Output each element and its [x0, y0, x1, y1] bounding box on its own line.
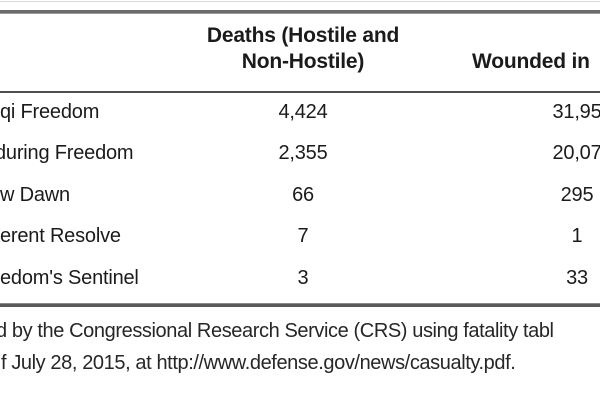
- deaths-value: 4,424: [278, 101, 328, 123]
- row-label: edom's Sentinel: [0, 267, 139, 289]
- deaths-value: 2,355: [278, 142, 328, 164]
- table-row: qi Freedom 4,424 31,95: [0, 100, 600, 124]
- header-separator-rule: [0, 91, 600, 93]
- table-row: erent Resolve 7 1: [0, 224, 600, 248]
- table-row: edom's Sentinel 3 33: [0, 266, 600, 290]
- deaths-value: 66: [292, 184, 314, 206]
- table-row: w Dawn 66 295: [0, 183, 600, 207]
- column-header-wounded: Wounded in: [472, 50, 590, 73]
- row-label: w Dawn: [0, 184, 70, 206]
- table-row: during Freedom 2,355 20,07: [0, 141, 600, 165]
- wounded-value: 1: [571, 225, 583, 247]
- wounded-value: 33: [566, 267, 588, 289]
- column-header-deaths: Deaths (Hostile and Non-Hostile): [103, 23, 503, 75]
- column-header-deaths-line1: Deaths (Hostile and: [206, 24, 400, 47]
- column-header-deaths-line2: Non-Hostile): [241, 50, 365, 73]
- wounded-value: 20,07: [552, 142, 600, 164]
- source-note-line1: d by the Congressional Research Service …: [0, 320, 554, 342]
- wounded-value: 295: [560, 184, 594, 206]
- row-label: during Freedom: [0, 142, 134, 164]
- deaths-value: 3: [297, 267, 309, 289]
- table-top-rule: [0, 10, 600, 14]
- row-label: qi Freedom: [0, 101, 100, 123]
- wounded-value: 31,95: [552, 101, 600, 123]
- source-note-line2: f July 28, 2015, at http://www.defense.g…: [1, 352, 516, 374]
- top-crop-line: [0, 1, 600, 2]
- table-bottom-rule: [0, 303, 600, 307]
- row-label: erent Resolve: [0, 225, 121, 247]
- deaths-value: 7: [297, 225, 309, 247]
